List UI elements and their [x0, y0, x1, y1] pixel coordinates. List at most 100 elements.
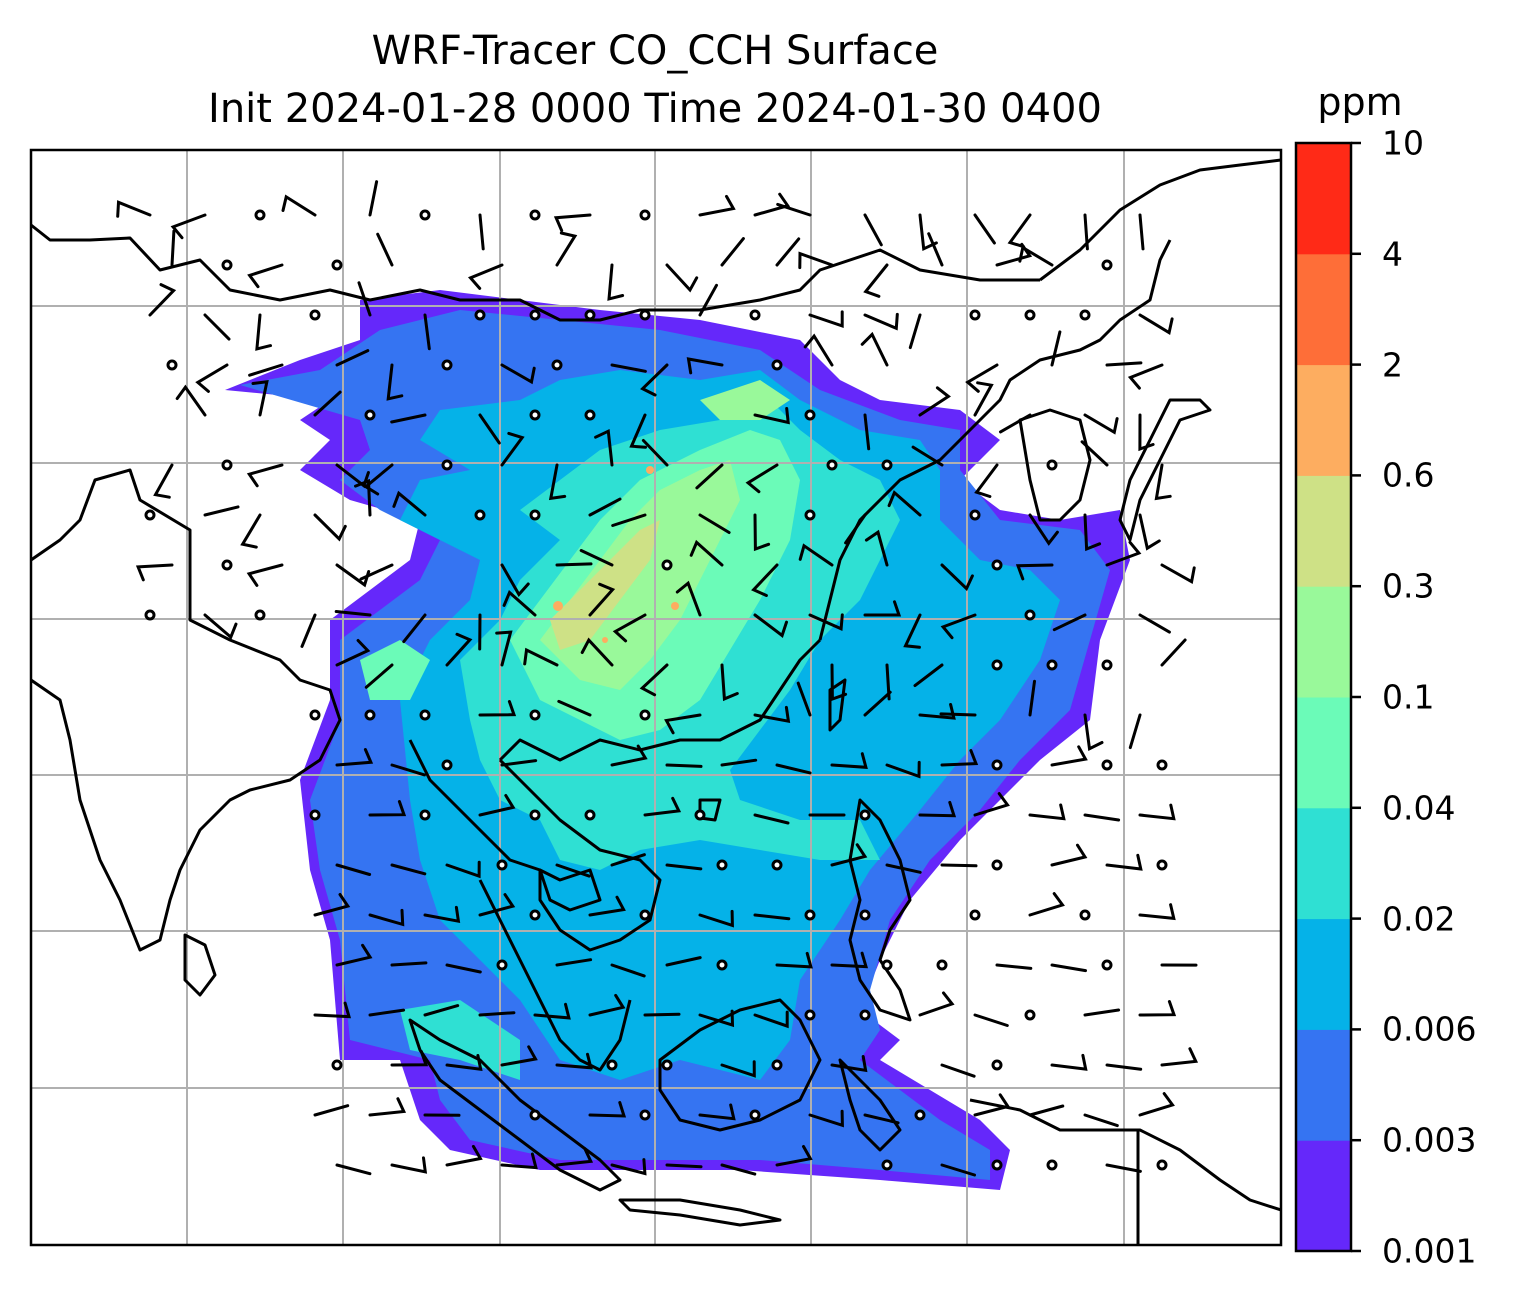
wind-barb: [153, 463, 174, 499]
map-title: WRF-Tracer CO_CCH Surface: [371, 28, 939, 74]
calm-circle: [881, 459, 893, 471]
field-hotspot: [646, 466, 654, 474]
wind-barb: [390, 413, 427, 424]
wind-barb: [665, 956, 702, 967]
wind-barb: [1160, 638, 1187, 667]
wind-barb: [830, 843, 868, 867]
border-northwest: [31, 223, 1040, 322]
calm-circle: [936, 959, 948, 971]
wind-barb: [808, 1109, 844, 1128]
calm-circle: [991, 759, 1003, 771]
calm-circle: [254, 209, 266, 221]
wind-barb: [698, 909, 734, 928]
calm-circle: [639, 1109, 651, 1121]
wind-barb: [1128, 713, 1142, 750]
wind-barb: [863, 600, 902, 617]
calm-circle: [1101, 759, 1113, 771]
wind-barb: [580, 637, 614, 667]
calm-circle: [1079, 309, 1091, 321]
calm-circle: [1101, 959, 1113, 971]
colorbar-unit-label: ppm: [1317, 80, 1403, 124]
colorbar-tick-label: 0.003: [1382, 1120, 1477, 1160]
wind-barb: [555, 231, 578, 267]
colorbar-segment: [1296, 475, 1351, 587]
wind-barb: [500, 363, 536, 385]
wind-barb: [698, 1103, 736, 1121]
colorbar-tick-label: 0.001: [1382, 1231, 1477, 1271]
colorbar-segment: [1296, 364, 1351, 476]
wind-barb: [368, 180, 379, 217]
calm-circle: [749, 1109, 761, 1121]
wind-barb: [445, 860, 481, 879]
colorbar-segment: [1296, 807, 1351, 920]
wind-barb: [335, 349, 370, 367]
wind-barb: [973, 792, 1010, 817]
wind-barb: [665, 263, 699, 293]
wind-barb: [1083, 213, 1089, 251]
wind-barb: [753, 1010, 789, 1029]
wind-barb: [698, 283, 718, 317]
calm-circle: [1024, 309, 1036, 321]
wind-barb: [939, 712, 977, 717]
wind-barb: [246, 463, 284, 488]
calm-circle: [441, 759, 453, 771]
calm-circle: [221, 259, 233, 271]
wind-barb: [610, 853, 646, 867]
wind-barb: [1083, 813, 1121, 822]
wind-barb: [1105, 540, 1142, 567]
wind-barb: [695, 463, 724, 490]
wind-barb: [641, 439, 669, 467]
wind-barb: [594, 428, 614, 467]
calm-circle: [694, 809, 706, 821]
wind-barb: [643, 1012, 681, 1017]
wind-barb: [445, 963, 482, 974]
wind-barb: [607, 263, 625, 301]
calm-circle: [529, 809, 541, 821]
wind-barb: [698, 1009, 735, 1028]
calm-circle: [639, 309, 651, 321]
wind-barb: [863, 213, 883, 247]
coastline-japan: [1118, 398, 1212, 542]
wind-barb: [555, 863, 591, 878]
calm-circle: [529, 309, 541, 321]
wind-barb: [300, 613, 317, 648]
coastline-sumatra: [408, 1018, 622, 1192]
wind-barb: [335, 943, 373, 967]
calm-circle: [1101, 659, 1113, 671]
wind-barb: [359, 563, 394, 581]
wind-barb: [363, 463, 394, 496]
wind-barb: [390, 1156, 428, 1174]
calm-circle: [529, 409, 541, 421]
wind-barb: [478, 1011, 516, 1017]
wind-barb: [368, 908, 405, 927]
wind-barb: [588, 1101, 627, 1118]
wind-barb: [281, 194, 317, 217]
calm-circle: [661, 1059, 673, 1071]
calm-circle: [639, 709, 651, 721]
calm-circle: [859, 1009, 871, 1021]
wind-barb: [500, 1152, 538, 1170]
calm-circle: [991, 559, 1003, 571]
wind-barb: [478, 213, 485, 251]
wind-barb: [376, 232, 394, 267]
wind-barb: [1138, 313, 1174, 335]
wind-barb: [175, 384, 207, 417]
calm-circle: [364, 409, 376, 421]
colorbar-tick-label: 0.6: [1382, 455, 1435, 495]
wind-barb: [500, 431, 525, 467]
coastline-indochina: [408, 739, 662, 952]
wind-barb: [1028, 679, 1036, 717]
wind-barb: [908, 313, 922, 350]
wind-barb: [753, 192, 791, 217]
map-subtitle: Init 2024-01-28 0000 Time 2024-01-30 040…: [208, 86, 1102, 132]
wind-barb: [523, 647, 559, 667]
calm-circle: [144, 609, 156, 621]
wind-barb: [1138, 1092, 1175, 1117]
wind-barb: [863, 312, 899, 331]
colorbar: [1296, 141, 1361, 1253]
wind-barb: [313, 893, 351, 917]
field-level-4b: [400, 1000, 520, 1080]
wind-barb: [903, 613, 922, 649]
colorbar-segment: [1296, 918, 1351, 1030]
calm-circle: [1156, 859, 1168, 871]
